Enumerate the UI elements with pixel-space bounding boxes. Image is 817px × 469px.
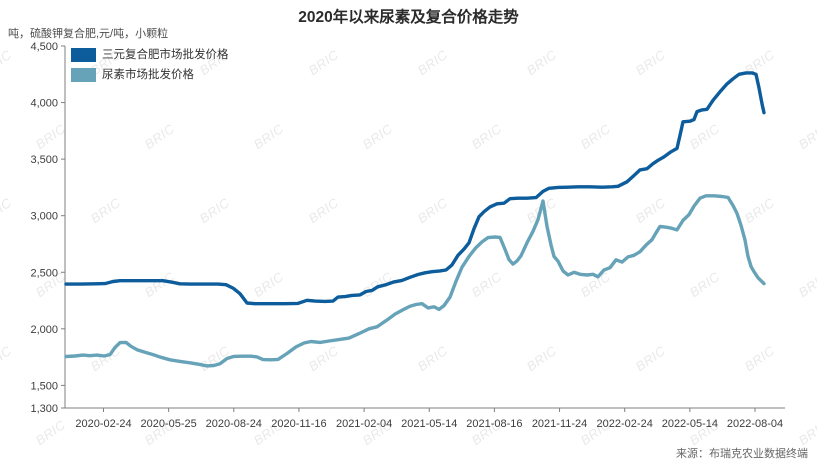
legend-item-compound: 三元复合肥市场批发价格 [71, 48, 229, 62]
y-axis-label: 3,500 [30, 154, 58, 166]
x-axis-label: 2020-11-16 [271, 418, 326, 430]
urea-series-swatch-icon [71, 68, 96, 82]
x-axis-label: 2022-02-24 [597, 418, 653, 430]
x-axis-label: 2020-05-25 [141, 418, 197, 430]
legend-label-compound: 三元复合肥市场批发价格 [102, 49, 229, 61]
legend: 三元复合肥市场批发价格 尿素市场批发价格 [71, 48, 229, 82]
y-axis-label: 4,000 [30, 98, 58, 110]
legend-item-urea: 尿素市场批发价格 [71, 68, 229, 82]
x-axis-label: 2020-08-24 [206, 418, 262, 430]
x-axis-label: 2021-05-14 [401, 418, 457, 430]
y-axis-label: 3,000 [30, 211, 58, 223]
x-axis-label: 2022-08-04 [727, 418, 783, 430]
unit-note: 吨，硫酸钾复合肥,元/吨，小颗粒 [8, 28, 169, 40]
compound-series-swatch-icon [71, 48, 96, 62]
x-axis-label: 2021-08-16 [466, 418, 522, 430]
legend-label-urea: 尿素市场批发价格 [102, 69, 194, 81]
urea-price-line [64, 194, 766, 368]
y-axis-label: 1,500 [30, 380, 58, 392]
x-axis-label: 2021-02-04 [336, 418, 392, 430]
chart-title: 2020年以来尿素及复合价格走势 [298, 9, 519, 26]
x-axis-label: 2020-02-24 [75, 418, 131, 430]
compound-price-line [64, 71, 766, 306]
x-axis-label: 2022-05-14 [662, 418, 718, 430]
y-axis-label: 2,000 [30, 324, 58, 336]
y-axis-label: 4,500 [30, 41, 58, 53]
y-axis-label: 2,500 [30, 267, 58, 279]
x-axis-label: 2021-11-24 [532, 418, 587, 430]
source-note: 来源：布瑞克农业数据终端 [676, 448, 808, 460]
y-axis-label: 1,300 [30, 403, 58, 415]
